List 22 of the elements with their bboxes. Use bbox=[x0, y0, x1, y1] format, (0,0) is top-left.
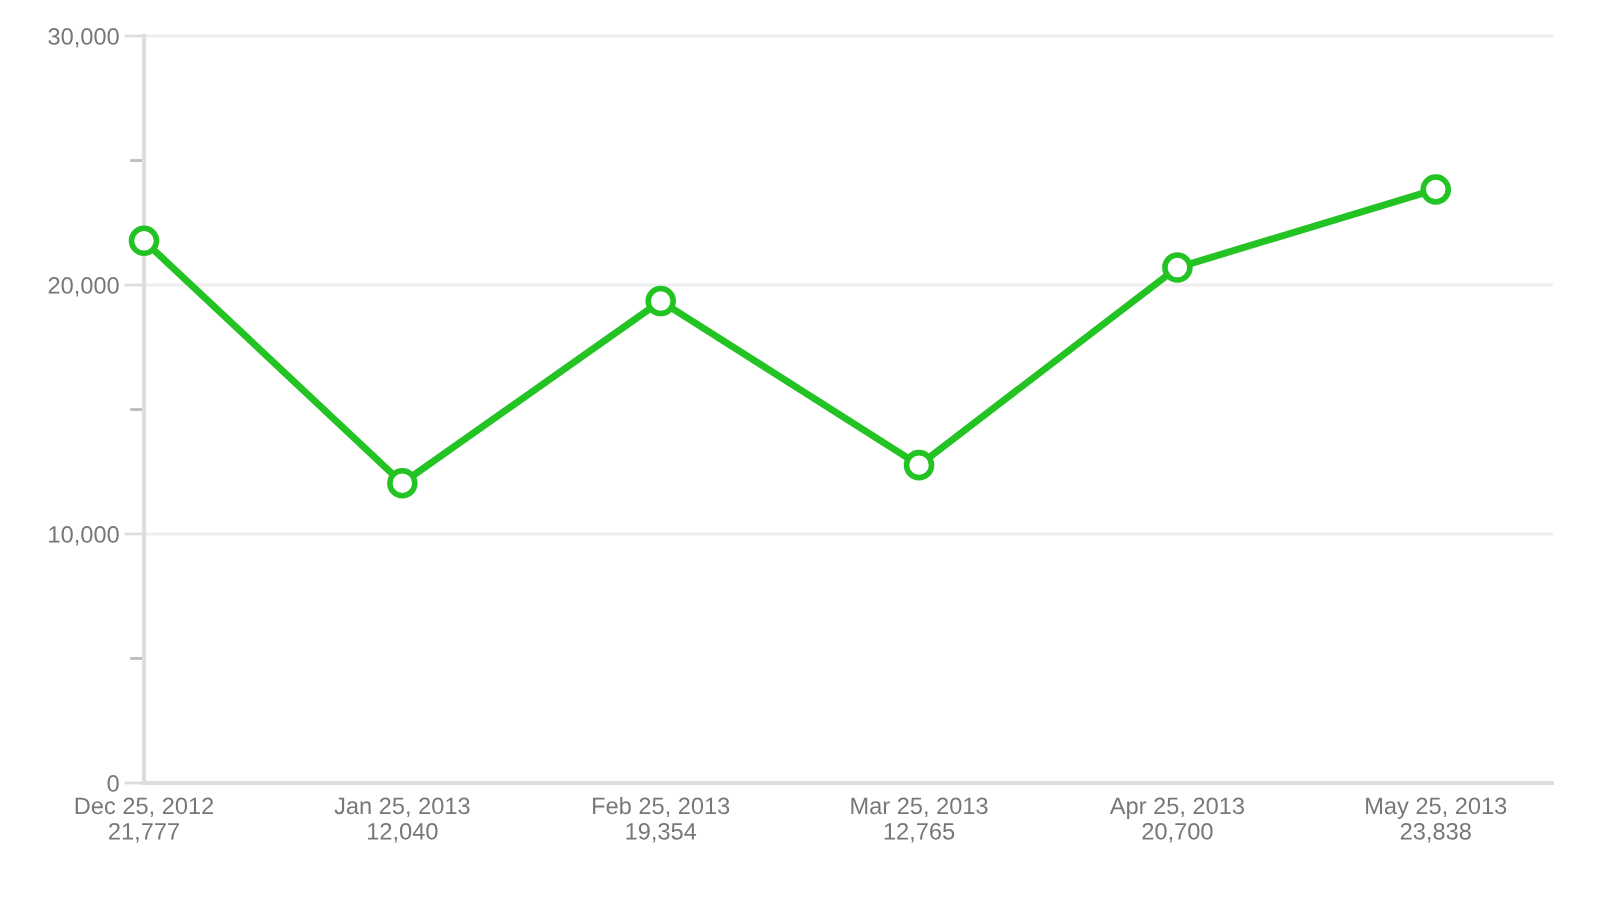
x-tick-label: Jan 25, 2013 bbox=[334, 797, 470, 818]
x-tick-label: May 25, 2013 bbox=[1366, 797, 1507, 819]
y-tick-label: 20,000 bbox=[48, 277, 119, 297]
point bbox=[128, 225, 160, 257]
point bbox=[903, 449, 935, 481]
data-label: 21,777 bbox=[109, 822, 179, 843]
data-label: 23,838 bbox=[1400, 822, 1471, 843]
point bbox=[1420, 174, 1452, 205]
data-label: 19,354 bbox=[626, 822, 697, 843]
data-label: 20,700 bbox=[1142, 822, 1213, 843]
y-tick-label: 10,000 bbox=[49, 526, 119, 546]
x-tick-label: Mar 25, 2013 bbox=[851, 797, 988, 818]
y-tick-label: 30,000 bbox=[48, 28, 119, 48]
x-tick-label: Feb 25, 2013 bbox=[593, 796, 730, 818]
point bbox=[1162, 252, 1193, 283]
point bbox=[645, 285, 676, 317]
data-label: 12,765 bbox=[884, 822, 955, 843]
x-tick-label: Apr 25, 2013 bbox=[1109, 797, 1244, 819]
point bbox=[387, 467, 418, 499]
x-tick-label: Dec 25, 2012 bbox=[75, 797, 214, 818]
data-label: 12,040 bbox=[368, 822, 438, 843]
y-tick-label: 0 bbox=[107, 775, 119, 792]
